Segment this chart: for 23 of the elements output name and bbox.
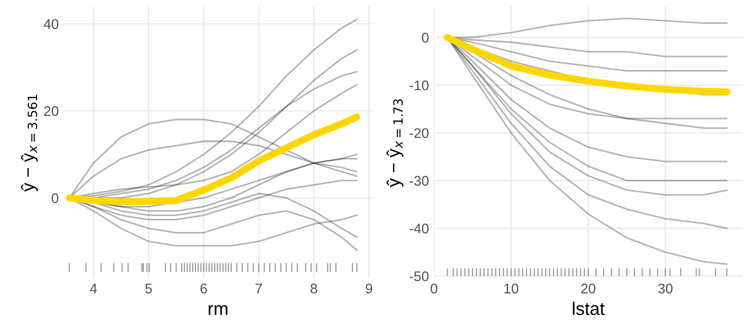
x-tick-label: 8	[310, 284, 318, 294]
x-tick-label: 9	[366, 284, 372, 294]
x-tick-label: 4	[90, 284, 97, 294]
x-axis-title: lstat	[572, 302, 605, 316]
y-tick-label: -10	[410, 80, 429, 90]
y-axis-title: ŷ − ŷ$_{x=3.561}$	[20, 94, 38, 192]
x-tick-label: 0	[430, 284, 438, 294]
y-tick-label: 0	[422, 32, 429, 43]
y-tick-label: -40	[410, 224, 429, 234]
y-tick-label: -50	[410, 271, 429, 282]
y-tick-label: 20	[44, 106, 58, 116]
y-tick-label: 40	[44, 19, 58, 29]
x-tick-label: 5	[145, 284, 152, 294]
x-tick-label: 6	[200, 284, 207, 294]
x-tick-label: 10	[504, 284, 518, 294]
x-axis-title: rm	[208, 305, 228, 315]
y-tick-label: 0	[52, 193, 58, 204]
y-tick-label: -30	[410, 176, 429, 186]
x-tick-label: 20	[581, 284, 596, 294]
y-tick-label: -20	[410, 128, 429, 138]
x-tick-label: 30	[658, 284, 673, 294]
x-tick-label: 7	[256, 284, 262, 294]
y-axis-title: ŷ − ŷ$_{x=1.73}$	[386, 99, 404, 188]
